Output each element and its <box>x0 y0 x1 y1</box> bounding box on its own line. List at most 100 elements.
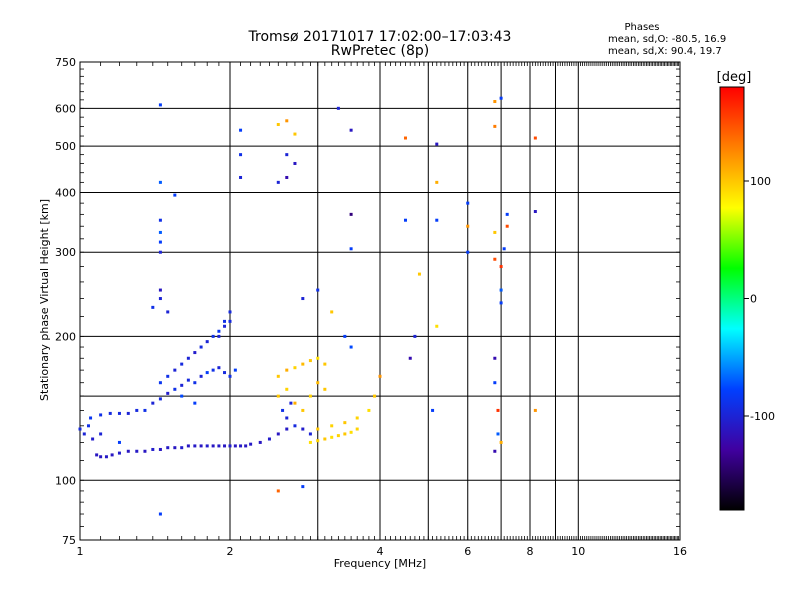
data-point <box>343 432 347 436</box>
data-point <box>323 437 327 441</box>
data-point <box>239 175 243 179</box>
data-point <box>186 378 190 382</box>
data-point <box>308 394 312 398</box>
x-tick-label: 10 <box>571 545 585 558</box>
data-point <box>193 401 197 405</box>
data-point <box>505 224 509 228</box>
data-point <box>499 301 503 305</box>
data-point <box>166 446 170 450</box>
data-point <box>239 153 243 157</box>
data-point <box>316 439 320 443</box>
data-point <box>228 444 232 448</box>
data-point <box>435 142 439 146</box>
x-tick-label: 1 <box>77 545 84 558</box>
colorbar <box>719 86 745 511</box>
data-point <box>349 345 353 349</box>
stats-line-x: mean, sd,X: 90.4, 19.7 <box>608 46 722 57</box>
data-point <box>499 288 503 292</box>
data-point <box>217 366 221 370</box>
data-point <box>223 371 227 375</box>
data-point <box>276 374 280 378</box>
data-point <box>466 250 470 254</box>
data-point <box>86 424 90 428</box>
data-point <box>199 374 203 378</box>
data-point <box>408 356 412 360</box>
data-point <box>180 383 184 387</box>
data-point <box>217 329 221 333</box>
data-point <box>533 136 537 140</box>
data-point <box>151 447 155 451</box>
data-point <box>466 201 470 205</box>
y-axis-ticks: 75 100 200 300 400 500 600 750 <box>55 56 680 547</box>
data-point <box>293 161 297 165</box>
data-point <box>293 424 297 428</box>
data-point <box>158 381 162 385</box>
data-point <box>466 224 470 228</box>
data-point <box>493 257 497 261</box>
data-point <box>193 351 197 355</box>
data-point <box>258 440 262 444</box>
data-point <box>493 100 497 104</box>
data-point <box>211 334 215 338</box>
data-point <box>276 489 280 493</box>
data-point <box>403 218 407 222</box>
data-point <box>435 218 439 222</box>
y-tick-label: 750 <box>55 56 76 69</box>
data-point <box>336 434 340 438</box>
data-point <box>180 446 184 450</box>
data-point <box>431 408 435 412</box>
data-point <box>316 427 320 431</box>
data-point <box>223 444 227 448</box>
data-point <box>285 153 289 157</box>
data-point <box>533 408 537 412</box>
data-point <box>349 212 353 216</box>
data-point <box>211 368 215 372</box>
data-point <box>276 394 280 398</box>
data-point <box>267 437 271 441</box>
data-point <box>108 411 112 415</box>
data-point <box>349 430 353 434</box>
data-point <box>403 136 407 140</box>
data-point <box>496 408 500 412</box>
data-point <box>413 334 417 338</box>
data-point <box>199 345 203 349</box>
data-point <box>336 106 340 110</box>
data-point <box>99 432 103 436</box>
data-point <box>158 288 162 292</box>
data-point <box>166 391 170 395</box>
y-tick-label: 200 <box>55 330 76 343</box>
colorbar-ticks: 100 0 -100 <box>744 175 775 423</box>
data-point <box>158 297 162 301</box>
colorbar-tick-label: 0 <box>750 293 757 306</box>
data-point <box>239 128 243 132</box>
data-point <box>502 247 506 251</box>
y-axis-label: Stationary phase Virtual Height [km] <box>38 199 51 401</box>
data-point <box>285 416 289 420</box>
data-point <box>82 432 86 436</box>
data-point <box>173 387 177 391</box>
data-point <box>135 449 139 453</box>
data-point <box>117 411 121 415</box>
data-point <box>330 424 334 428</box>
data-point <box>293 132 297 136</box>
data-point <box>166 310 170 314</box>
data-point <box>135 408 139 412</box>
data-point <box>186 356 190 360</box>
data-point <box>316 356 320 360</box>
data-point <box>293 366 297 370</box>
data-point <box>316 381 320 385</box>
data-point <box>499 96 503 100</box>
data-point <box>373 394 377 398</box>
data-point <box>493 356 497 360</box>
data-point <box>355 427 359 431</box>
y-tick-label: 300 <box>55 246 76 259</box>
data-point <box>211 444 215 448</box>
x-axis-ticks: 1 2 4 6 8 10 16 <box>77 62 687 558</box>
data-point <box>301 427 305 431</box>
data-point <box>276 123 280 127</box>
data-point <box>499 440 503 444</box>
data-point <box>151 401 155 405</box>
data-point <box>285 427 289 431</box>
data-point <box>330 435 334 439</box>
